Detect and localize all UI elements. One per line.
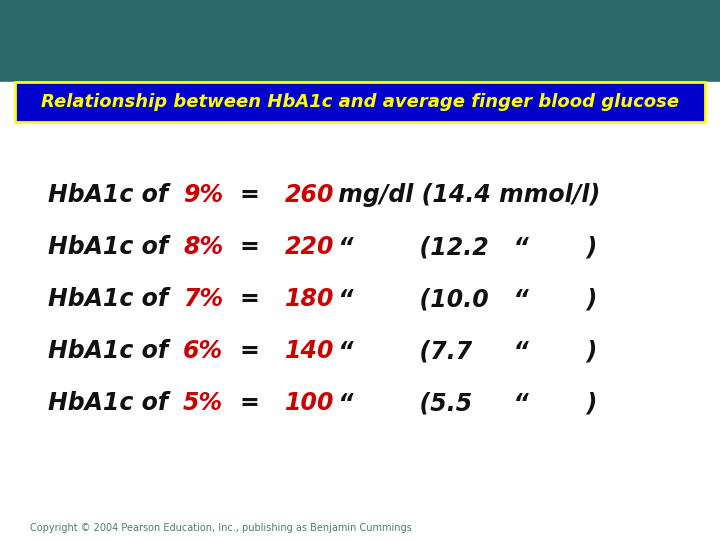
Bar: [15, 82, 705, 122]
Text: HbA1c of: HbA1c of: [48, 235, 168, 259]
Text: 7%: 7%: [183, 287, 223, 311]
Text: =: =: [240, 339, 260, 363]
Text: 220: 220: [285, 235, 335, 259]
Text: 8%: 8%: [183, 235, 223, 259]
Text: “        (10.0   “       ): “ (10.0 “ ): [330, 287, 598, 311]
Text: “        (7.7     “       ): “ (7.7 “ ): [330, 339, 598, 363]
Text: 5%: 5%: [183, 391, 223, 415]
Text: 180: 180: [285, 287, 335, 311]
Text: HbA1c of: HbA1c of: [48, 287, 168, 311]
Text: 9%: 9%: [183, 183, 223, 207]
Text: 140: 140: [285, 339, 335, 363]
Text: HbA1c of: HbA1c of: [48, 339, 168, 363]
Text: =: =: [240, 235, 260, 259]
Text: HbA1c of: HbA1c of: [48, 391, 168, 415]
Text: Relationship between HbA1c and average finger blood glucose: Relationship between HbA1c and average f…: [41, 93, 679, 111]
Text: “        (5.5     “       ): “ (5.5 “ ): [330, 391, 598, 415]
Text: HbA1c of: HbA1c of: [48, 183, 168, 207]
Text: mg/dl (14.4 mmol/l): mg/dl (14.4 mmol/l): [330, 183, 600, 207]
Text: =: =: [240, 391, 260, 415]
Text: 6%: 6%: [183, 339, 223, 363]
Text: “        (12.2   “       ): “ (12.2 “ ): [330, 235, 598, 259]
Text: =: =: [240, 287, 260, 311]
Text: 260: 260: [285, 183, 335, 207]
Text: Copyright © 2004 Pearson Education, Inc., publishing as Benjamin Cummings: Copyright © 2004 Pearson Education, Inc.…: [30, 523, 412, 533]
Text: =: =: [240, 183, 260, 207]
Bar: [0, 82, 720, 540]
Text: 100: 100: [285, 391, 335, 415]
